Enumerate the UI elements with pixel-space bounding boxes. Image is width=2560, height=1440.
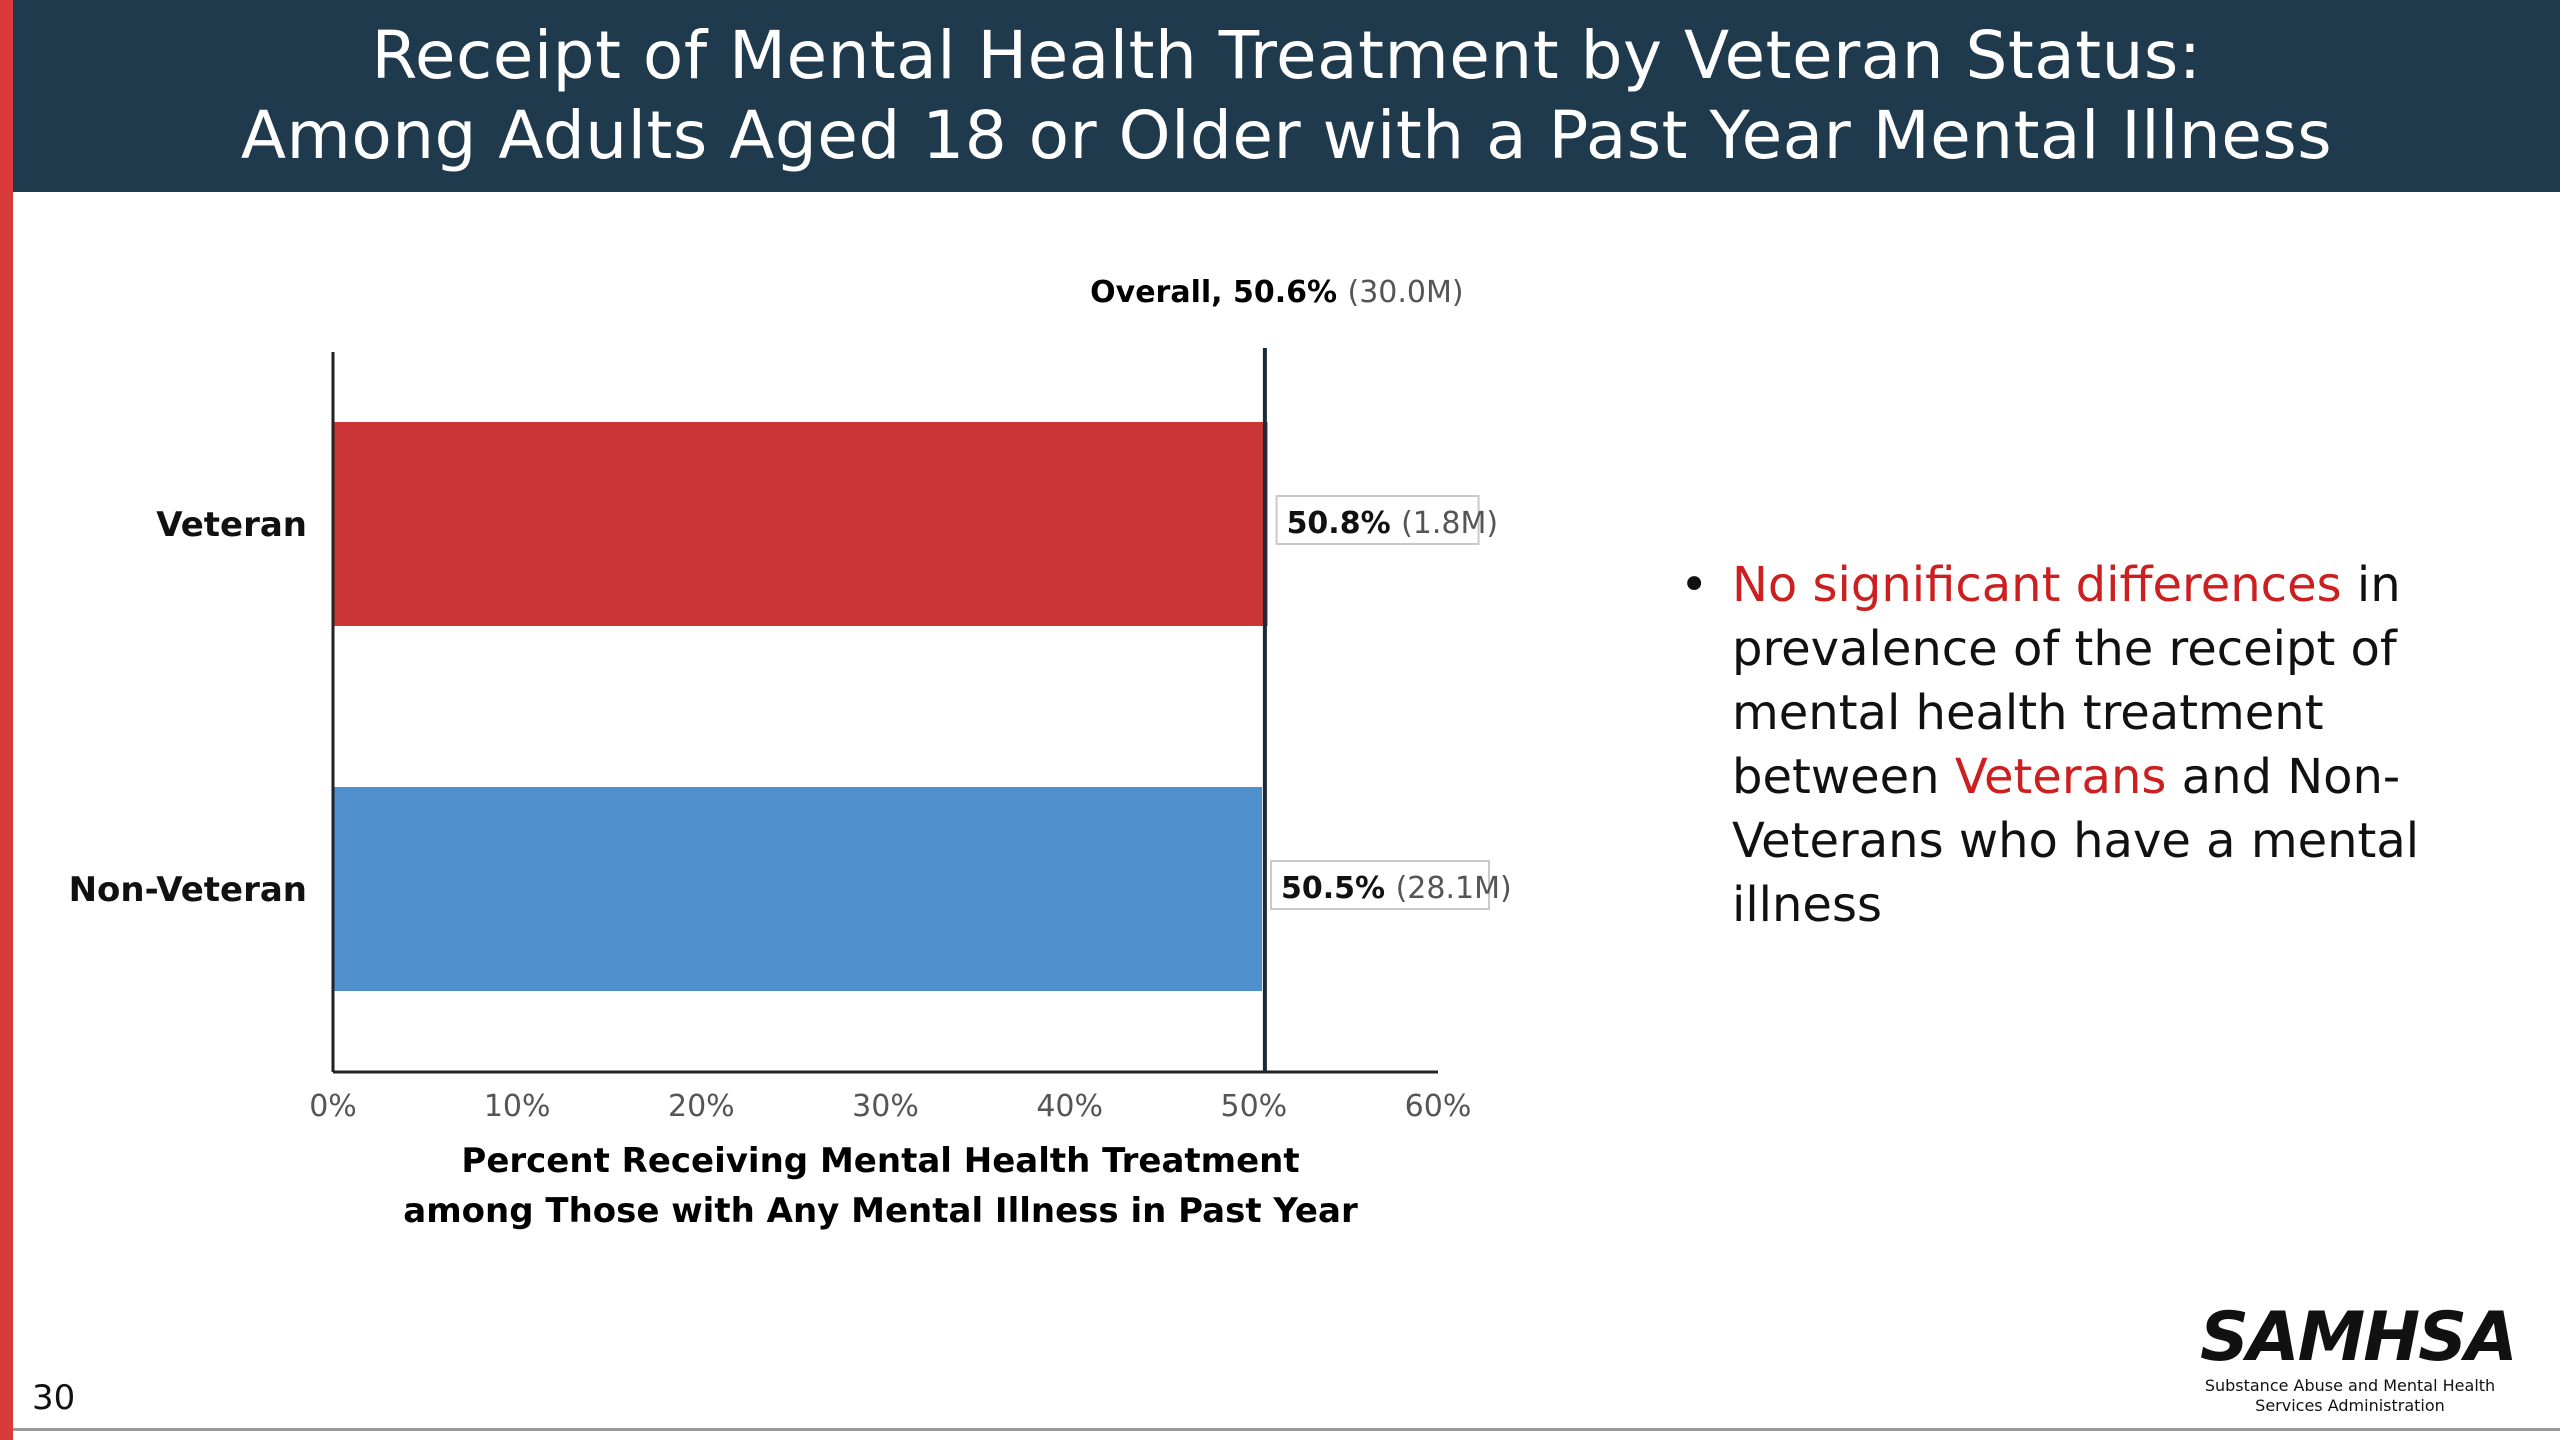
value-label-veteran: 50.8% (1.8M): [1287, 506, 1499, 541]
title-line-1: Receipt of Mental Health Treatment by Ve…: [371, 17, 2202, 94]
bar-non-veteran: [332, 785, 1265, 993]
samhsa-logo-subtitle-1: Substance Abuse and Mental Health: [2204, 1376, 2496, 1395]
x-tick-label-60: 60%: [1405, 1089, 1472, 1124]
left-accent-bar: [0, 0, 13, 1440]
samhsa-logo-mark: SAMHSA: [2200, 1298, 2518, 1377]
bullet-dot: •: [1680, 557, 1709, 613]
x-axis-label-line-2: among Those with Any Mental Illness in P…: [403, 1191, 1358, 1231]
highlight-no-significant-differences: No significant differences: [1732, 557, 2342, 613]
bullet-text-part-1: in prevalence of the receipt of mental h…: [1732, 557, 2401, 805]
bars-group: [332, 420, 1270, 993]
x-tick-label-40: 40%: [1036, 1089, 1103, 1124]
value-labels: 50.8% (1.8M) 50.5% (28.1M): [1270, 495, 1512, 910]
x-tick-label-20: 20%: [668, 1089, 735, 1124]
x-tick-label-10: 10%: [484, 1089, 551, 1124]
bottom-rule: [13, 1428, 2560, 1431]
bar-veteran: [332, 420, 1270, 628]
value-label-box-non-veteran: [1270, 860, 1491, 910]
x-tick-label-0: 0%: [309, 1089, 357, 1124]
page-number: 30: [32, 1378, 76, 1418]
bullet-text-part-2: and Non-Veterans who have a mental illne…: [1732, 749, 2420, 933]
x-tick-label-50: 50%: [1220, 1089, 1287, 1124]
x-axis-label-line-1: Percent Receiving Mental Health Treatmen…: [461, 1141, 1299, 1181]
x-tick-label-30: 30%: [852, 1089, 919, 1124]
category-labels: Veteran Non-Veteran: [69, 505, 307, 910]
samhsa-logo: SAMHSA Substance Abuse and Mental Health…: [2200, 1298, 2518, 1416]
samhsa-logo-subtitle-2: Services Administration: [2255, 1396, 2445, 1415]
bullet-text: No significant differences in prevalence…: [1732, 553, 2452, 937]
title-line-2: Among Adults Aged 18 or Older with a Pas…: [240, 97, 2333, 174]
slide-header: Receipt of Mental Health Treatment by Ve…: [13, 0, 2560, 192]
x-tick-labels: 0% 10% 20% 30% 40% 50% 60%: [309, 1089, 1471, 1124]
highlight-veterans: Veterans: [1954, 749, 2167, 805]
value-label-box-veteran: [1275, 495, 1480, 545]
category-label-non-veteran: Non-Veteran: [69, 870, 307, 910]
bar-chart: Veteran Non-Veteran 50.8% (1.8M) 50.5% (28…: [69, 275, 1512, 1231]
category-label-veteran: Veteran: [156, 505, 307, 545]
value-label-non-veteran: 50.5% (28.1M): [1281, 871, 1512, 906]
overall-reference-label: Overall, 50.6% (30.0M): [1090, 275, 1463, 310]
